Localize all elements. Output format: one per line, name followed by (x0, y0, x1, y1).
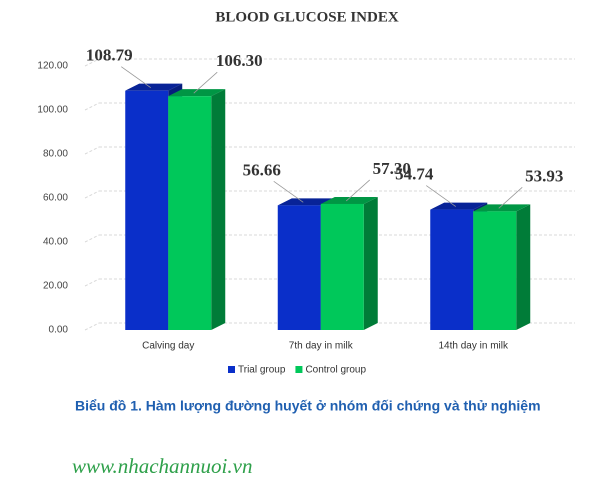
bar (473, 211, 517, 330)
bar (277, 205, 321, 330)
y-tick-label: 100.00 (37, 105, 68, 116)
y-tick-label: 0.00 (49, 325, 69, 336)
grid-line (84, 102, 100, 111)
bar-side (363, 196, 378, 330)
grid-line (84, 146, 100, 155)
bar-top (277, 198, 335, 206)
data-label: 57.30 (373, 159, 411, 178)
leader-line (273, 181, 304, 203)
data-label: 56.66 (243, 160, 281, 179)
bar (125, 90, 169, 330)
bar (430, 209, 474, 330)
y-tick-label: 60.00 (43, 193, 68, 204)
bar (320, 203, 364, 330)
y-tick-label: 20.00 (43, 281, 68, 292)
grid-line (84, 234, 100, 243)
bar-side (516, 204, 531, 330)
leader-line (193, 71, 218, 94)
legend-label: Trial group (238, 365, 286, 376)
leader-line (498, 187, 523, 209)
legend-swatch (228, 366, 235, 373)
bar-top (125, 83, 183, 91)
leader-line (121, 66, 151, 88)
website: www.nhachannuoi.vn (72, 454, 252, 478)
grid-line (84, 58, 100, 67)
bar-side (211, 89, 226, 330)
leader-line (426, 185, 456, 207)
y-tick-label: 120.00 (37, 61, 68, 72)
grid-line (84, 190, 100, 199)
grid-line (84, 322, 100, 331)
data-label: 106.30 (216, 51, 263, 70)
y-tick-label: 40.00 (43, 237, 68, 248)
legend-swatch (295, 366, 303, 373)
legend-label: Control group (305, 365, 366, 376)
bar-top (430, 202, 488, 210)
bar-top (473, 204, 531, 212)
x-tick-label: 14th day in milk (439, 341, 509, 352)
x-tick-label: 7th day in milk (289, 341, 354, 352)
caption: Biểu đồ 1. Hàm lượng đường huyết ở nhóm … (75, 398, 541, 414)
bar-top (320, 196, 378, 204)
bar (168, 96, 212, 330)
bar-top (168, 89, 226, 97)
grid-line (84, 278, 100, 287)
x-tick-label: Calving day (142, 341, 194, 352)
y-tick-label: 80.00 (43, 149, 68, 160)
leader-line (345, 179, 371, 202)
data-label: 108.79 (86, 46, 133, 65)
data-label: 54.74 (395, 164, 434, 183)
data-label: 53.93 (525, 166, 563, 185)
chart-title: BLOOD GLUCOSE INDEX (215, 9, 399, 25)
